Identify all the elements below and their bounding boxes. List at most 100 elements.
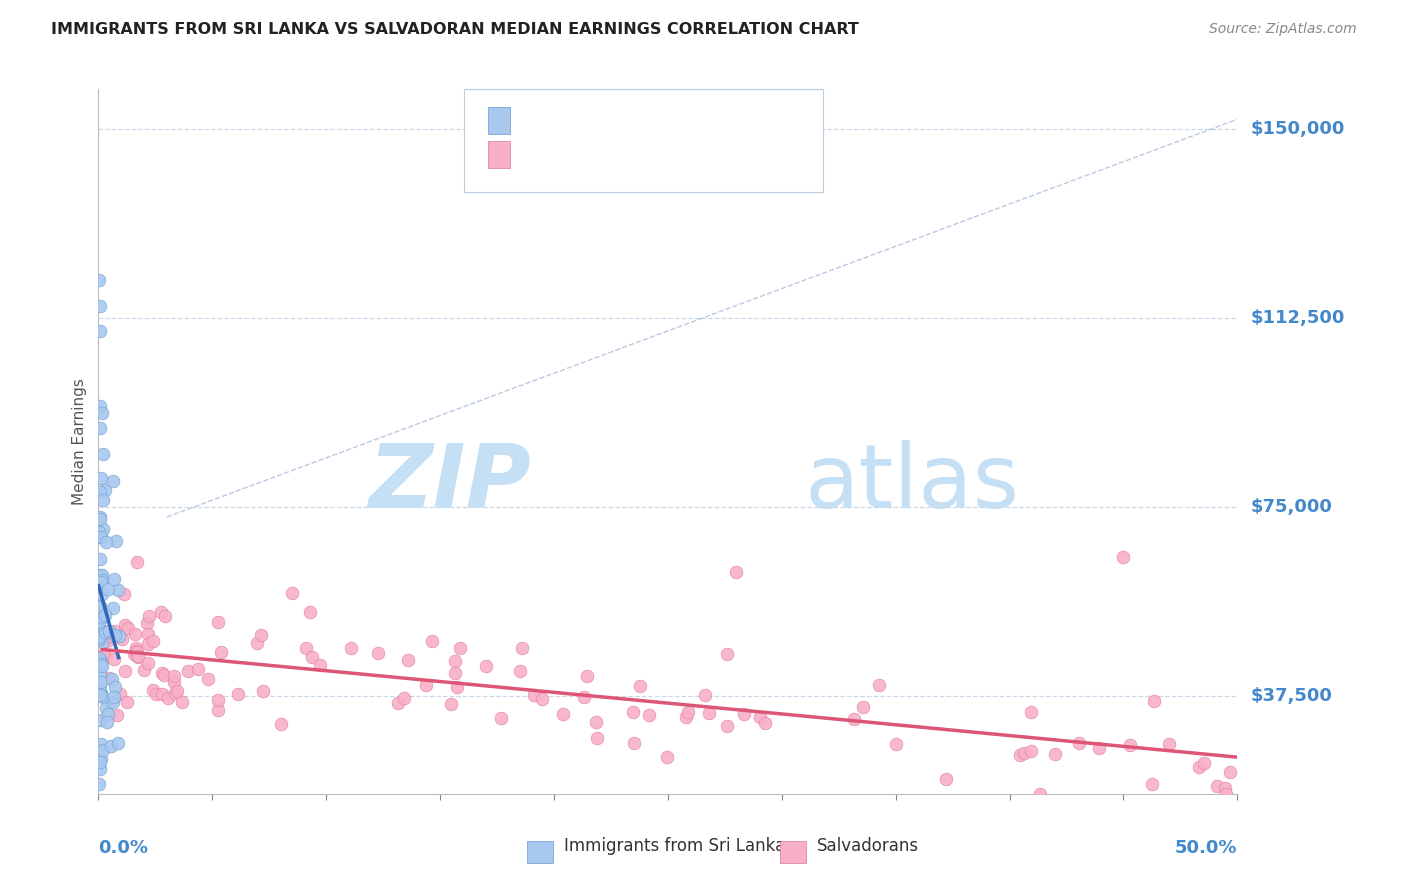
Point	[90, 686, 112, 700]
Point	[207, 693, 229, 707]
Point	[90, 471, 112, 485]
Point	[89, 777, 111, 791]
Point	[396, 653, 419, 667]
Point	[392, 691, 415, 706]
Point	[165, 686, 187, 700]
Point	[89, 509, 111, 524]
Point	[163, 668, 186, 682]
Text: Source: ZipAtlas.com: Source: ZipAtlas.com	[1209, 22, 1357, 37]
Point	[1157, 737, 1180, 751]
Point	[142, 633, 165, 648]
Point	[111, 632, 134, 647]
Point	[449, 641, 471, 656]
Point	[90, 575, 112, 590]
Point	[136, 637, 159, 651]
Point	[115, 695, 138, 709]
Point	[90, 610, 112, 624]
Point	[87, 650, 110, 665]
Point	[585, 714, 607, 729]
Point	[655, 750, 678, 764]
Point	[852, 700, 875, 714]
Text: atlas: atlas	[804, 441, 1019, 527]
Text: -0.281: -0.281	[567, 145, 633, 164]
Point	[101, 475, 124, 489]
Point	[1140, 777, 1163, 791]
Point	[90, 751, 112, 765]
Point	[101, 695, 124, 709]
Point	[103, 627, 125, 641]
Point	[295, 640, 318, 655]
Point	[623, 736, 645, 750]
Point	[226, 687, 249, 701]
Point	[367, 646, 389, 660]
Point	[510, 641, 533, 656]
Point	[1029, 787, 1052, 801]
Point	[89, 400, 111, 414]
Point	[675, 710, 697, 724]
Text: 50.0%: 50.0%	[1175, 839, 1237, 857]
Point	[97, 582, 120, 596]
Text: R =: R =	[524, 111, 565, 130]
Text: Salvadorans: Salvadorans	[817, 837, 920, 855]
Point	[90, 675, 112, 690]
Point	[1014, 747, 1036, 761]
Point	[415, 678, 437, 692]
Point	[94, 625, 117, 640]
Point	[89, 324, 111, 338]
Point	[387, 696, 409, 710]
Point	[155, 609, 177, 624]
Point	[93, 610, 115, 624]
Point	[87, 622, 110, 636]
Point	[127, 648, 149, 663]
Text: Immigrants from Sri Lanka: Immigrants from Sri Lanka	[564, 837, 785, 855]
Point	[89, 420, 111, 434]
Point	[87, 632, 110, 646]
Point	[187, 661, 209, 675]
Point	[124, 626, 146, 640]
Text: $75,000: $75,000	[1251, 498, 1333, 516]
Point	[1010, 747, 1032, 762]
Point	[91, 655, 114, 669]
Point	[96, 714, 118, 729]
Point	[112, 587, 135, 601]
Point	[96, 634, 118, 648]
Point	[136, 657, 159, 671]
Point	[551, 707, 574, 722]
Point	[134, 663, 156, 677]
Point	[748, 709, 770, 723]
Point	[89, 688, 111, 702]
Point	[89, 665, 111, 680]
Point	[207, 615, 229, 629]
Point	[884, 737, 907, 751]
Text: N =: N =	[627, 111, 669, 130]
Point	[1213, 780, 1236, 795]
Point	[301, 649, 323, 664]
Point	[475, 658, 498, 673]
Point	[150, 665, 173, 680]
Text: 69: 69	[669, 111, 696, 130]
Point	[101, 600, 124, 615]
Point	[299, 605, 322, 619]
Point	[97, 706, 120, 721]
Point	[91, 690, 114, 704]
Point	[1118, 738, 1140, 752]
Point	[104, 681, 127, 695]
Point	[697, 706, 720, 720]
Point	[87, 524, 110, 539]
Point	[105, 707, 128, 722]
Point	[1019, 705, 1042, 719]
Point	[89, 567, 111, 582]
Point	[443, 665, 465, 680]
Point	[1215, 787, 1237, 801]
Point	[91, 406, 114, 420]
Point	[439, 697, 461, 711]
Point	[90, 658, 112, 673]
Text: $112,500: $112,500	[1251, 310, 1346, 327]
Point	[91, 635, 114, 649]
Point	[1206, 779, 1229, 793]
Text: $150,000: $150,000	[1251, 120, 1346, 138]
Point	[89, 681, 111, 695]
Point	[252, 683, 274, 698]
Point	[101, 673, 124, 687]
Point	[1219, 765, 1241, 780]
